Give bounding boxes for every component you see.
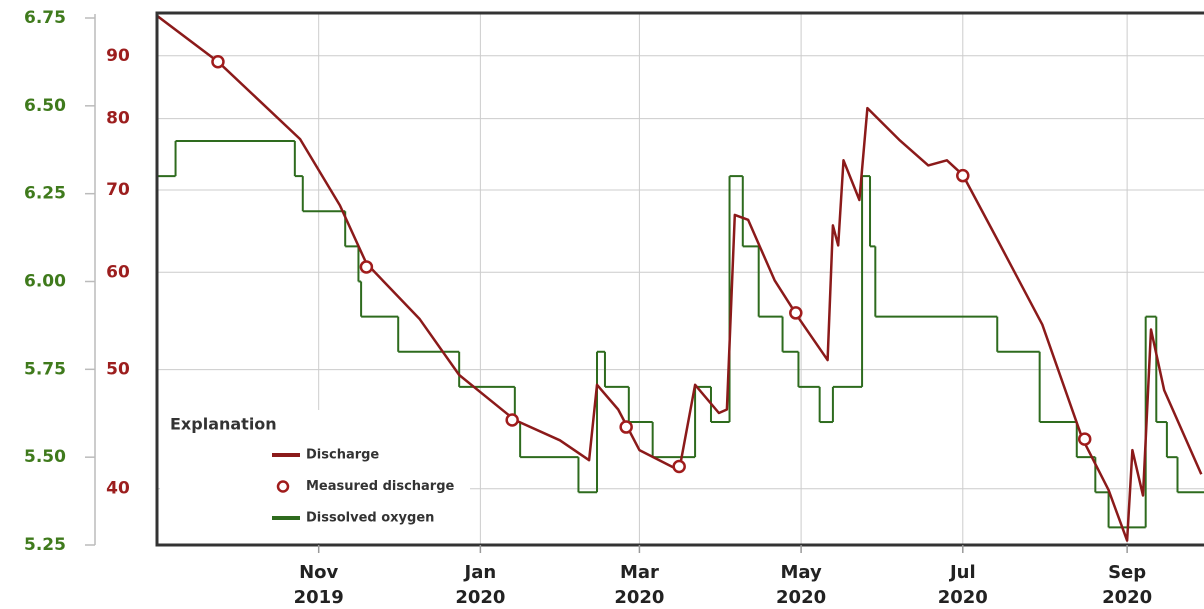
legend-label: Discharge — [306, 448, 379, 463]
y-tick-label: 5.25 — [24, 535, 66, 555]
y-tick-label: 5.75 — [24, 359, 66, 379]
y-tick-label: 6.00 — [24, 272, 66, 292]
x-tick-label: Mar 2020 — [614, 562, 665, 608]
legend-title: Explanation — [170, 415, 277, 434]
measured-point — [672, 459, 686, 474]
y2-tick-label: 50 — [106, 360, 130, 380]
x-tick-label: Jan 2020 — [455, 562, 506, 608]
measured-point — [505, 413, 519, 427]
y-tick-label: 6.50 — [24, 96, 66, 116]
measured-point — [211, 54, 225, 69]
x-tick-label: Jul 2020 — [937, 562, 988, 608]
y2-tick-label: 80 — [106, 109, 130, 129]
measured-point — [619, 420, 633, 434]
y-tick-label: 5.50 — [24, 447, 66, 467]
y2-tick-label: 70 — [106, 180, 130, 200]
x-tick-label: May 2020 — [776, 562, 827, 608]
legend-label: Dissolved oxygen — [306, 511, 434, 526]
legend: Explanation Discharge Measured discharge D… — [160, 410, 470, 543]
y2-tick-label: 60 — [106, 262, 130, 282]
x-tick-label: Sep 2020 — [1102, 562, 1153, 608]
y2-tick-label: 40 — [106, 479, 130, 499]
plot-frame — [155, 11, 1204, 547]
measured-point — [1077, 432, 1092, 446]
x-tick-label: Nov 2019 — [293, 562, 344, 608]
y-tick-label: 6.25 — [24, 184, 66, 204]
legend-box — [160, 410, 470, 543]
legend-label: Measured discharge — [306, 479, 455, 494]
measured-point — [359, 260, 374, 274]
measured-point — [956, 168, 970, 183]
y2-tick-label: 90 — [106, 46, 130, 66]
legend-swatch — [276, 480, 290, 493]
y-tick-label: 6.75 — [24, 8, 66, 28]
plot-marks — [157, 14, 1204, 542]
measured-point — [789, 306, 803, 320]
